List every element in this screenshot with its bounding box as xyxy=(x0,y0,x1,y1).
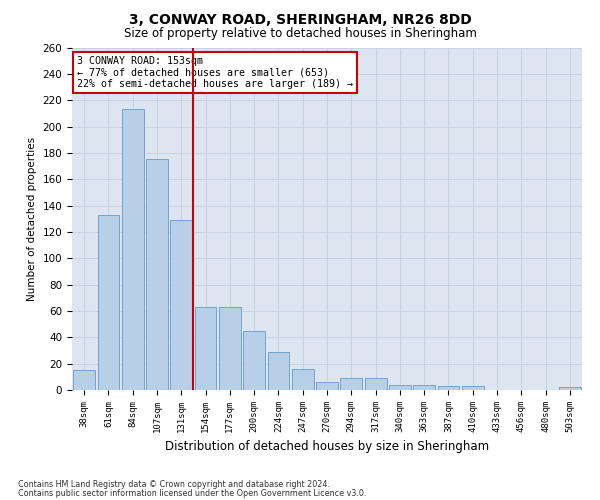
Bar xyxy=(73,370,95,390)
Text: Contains HM Land Registry data © Crown copyright and database right 2024.: Contains HM Land Registry data © Crown c… xyxy=(18,480,330,489)
Bar xyxy=(413,384,435,390)
Bar xyxy=(219,307,241,390)
Text: 3 CONWAY ROAD: 153sqm
← 77% of detached houses are smaller (653)
22% of semi-det: 3 CONWAY ROAD: 153sqm ← 77% of detached … xyxy=(77,56,353,90)
Bar xyxy=(194,307,217,390)
Bar xyxy=(170,220,192,390)
Bar xyxy=(122,110,143,390)
Bar xyxy=(365,378,386,390)
Bar xyxy=(243,330,265,390)
Bar xyxy=(268,352,289,390)
Bar xyxy=(437,386,460,390)
Bar xyxy=(292,369,314,390)
Text: Contains public sector information licensed under the Open Government Licence v3: Contains public sector information licen… xyxy=(18,488,367,498)
Y-axis label: Number of detached properties: Number of detached properties xyxy=(27,136,37,301)
Bar xyxy=(316,382,338,390)
Bar xyxy=(389,384,411,390)
Bar xyxy=(340,378,362,390)
Bar xyxy=(97,215,119,390)
Bar xyxy=(559,388,581,390)
Bar xyxy=(462,386,484,390)
Text: 3, CONWAY ROAD, SHERINGHAM, NR26 8DD: 3, CONWAY ROAD, SHERINGHAM, NR26 8DD xyxy=(128,12,472,26)
Text: Size of property relative to detached houses in Sheringham: Size of property relative to detached ho… xyxy=(124,28,476,40)
Bar xyxy=(146,160,168,390)
X-axis label: Distribution of detached houses by size in Sheringham: Distribution of detached houses by size … xyxy=(165,440,489,454)
